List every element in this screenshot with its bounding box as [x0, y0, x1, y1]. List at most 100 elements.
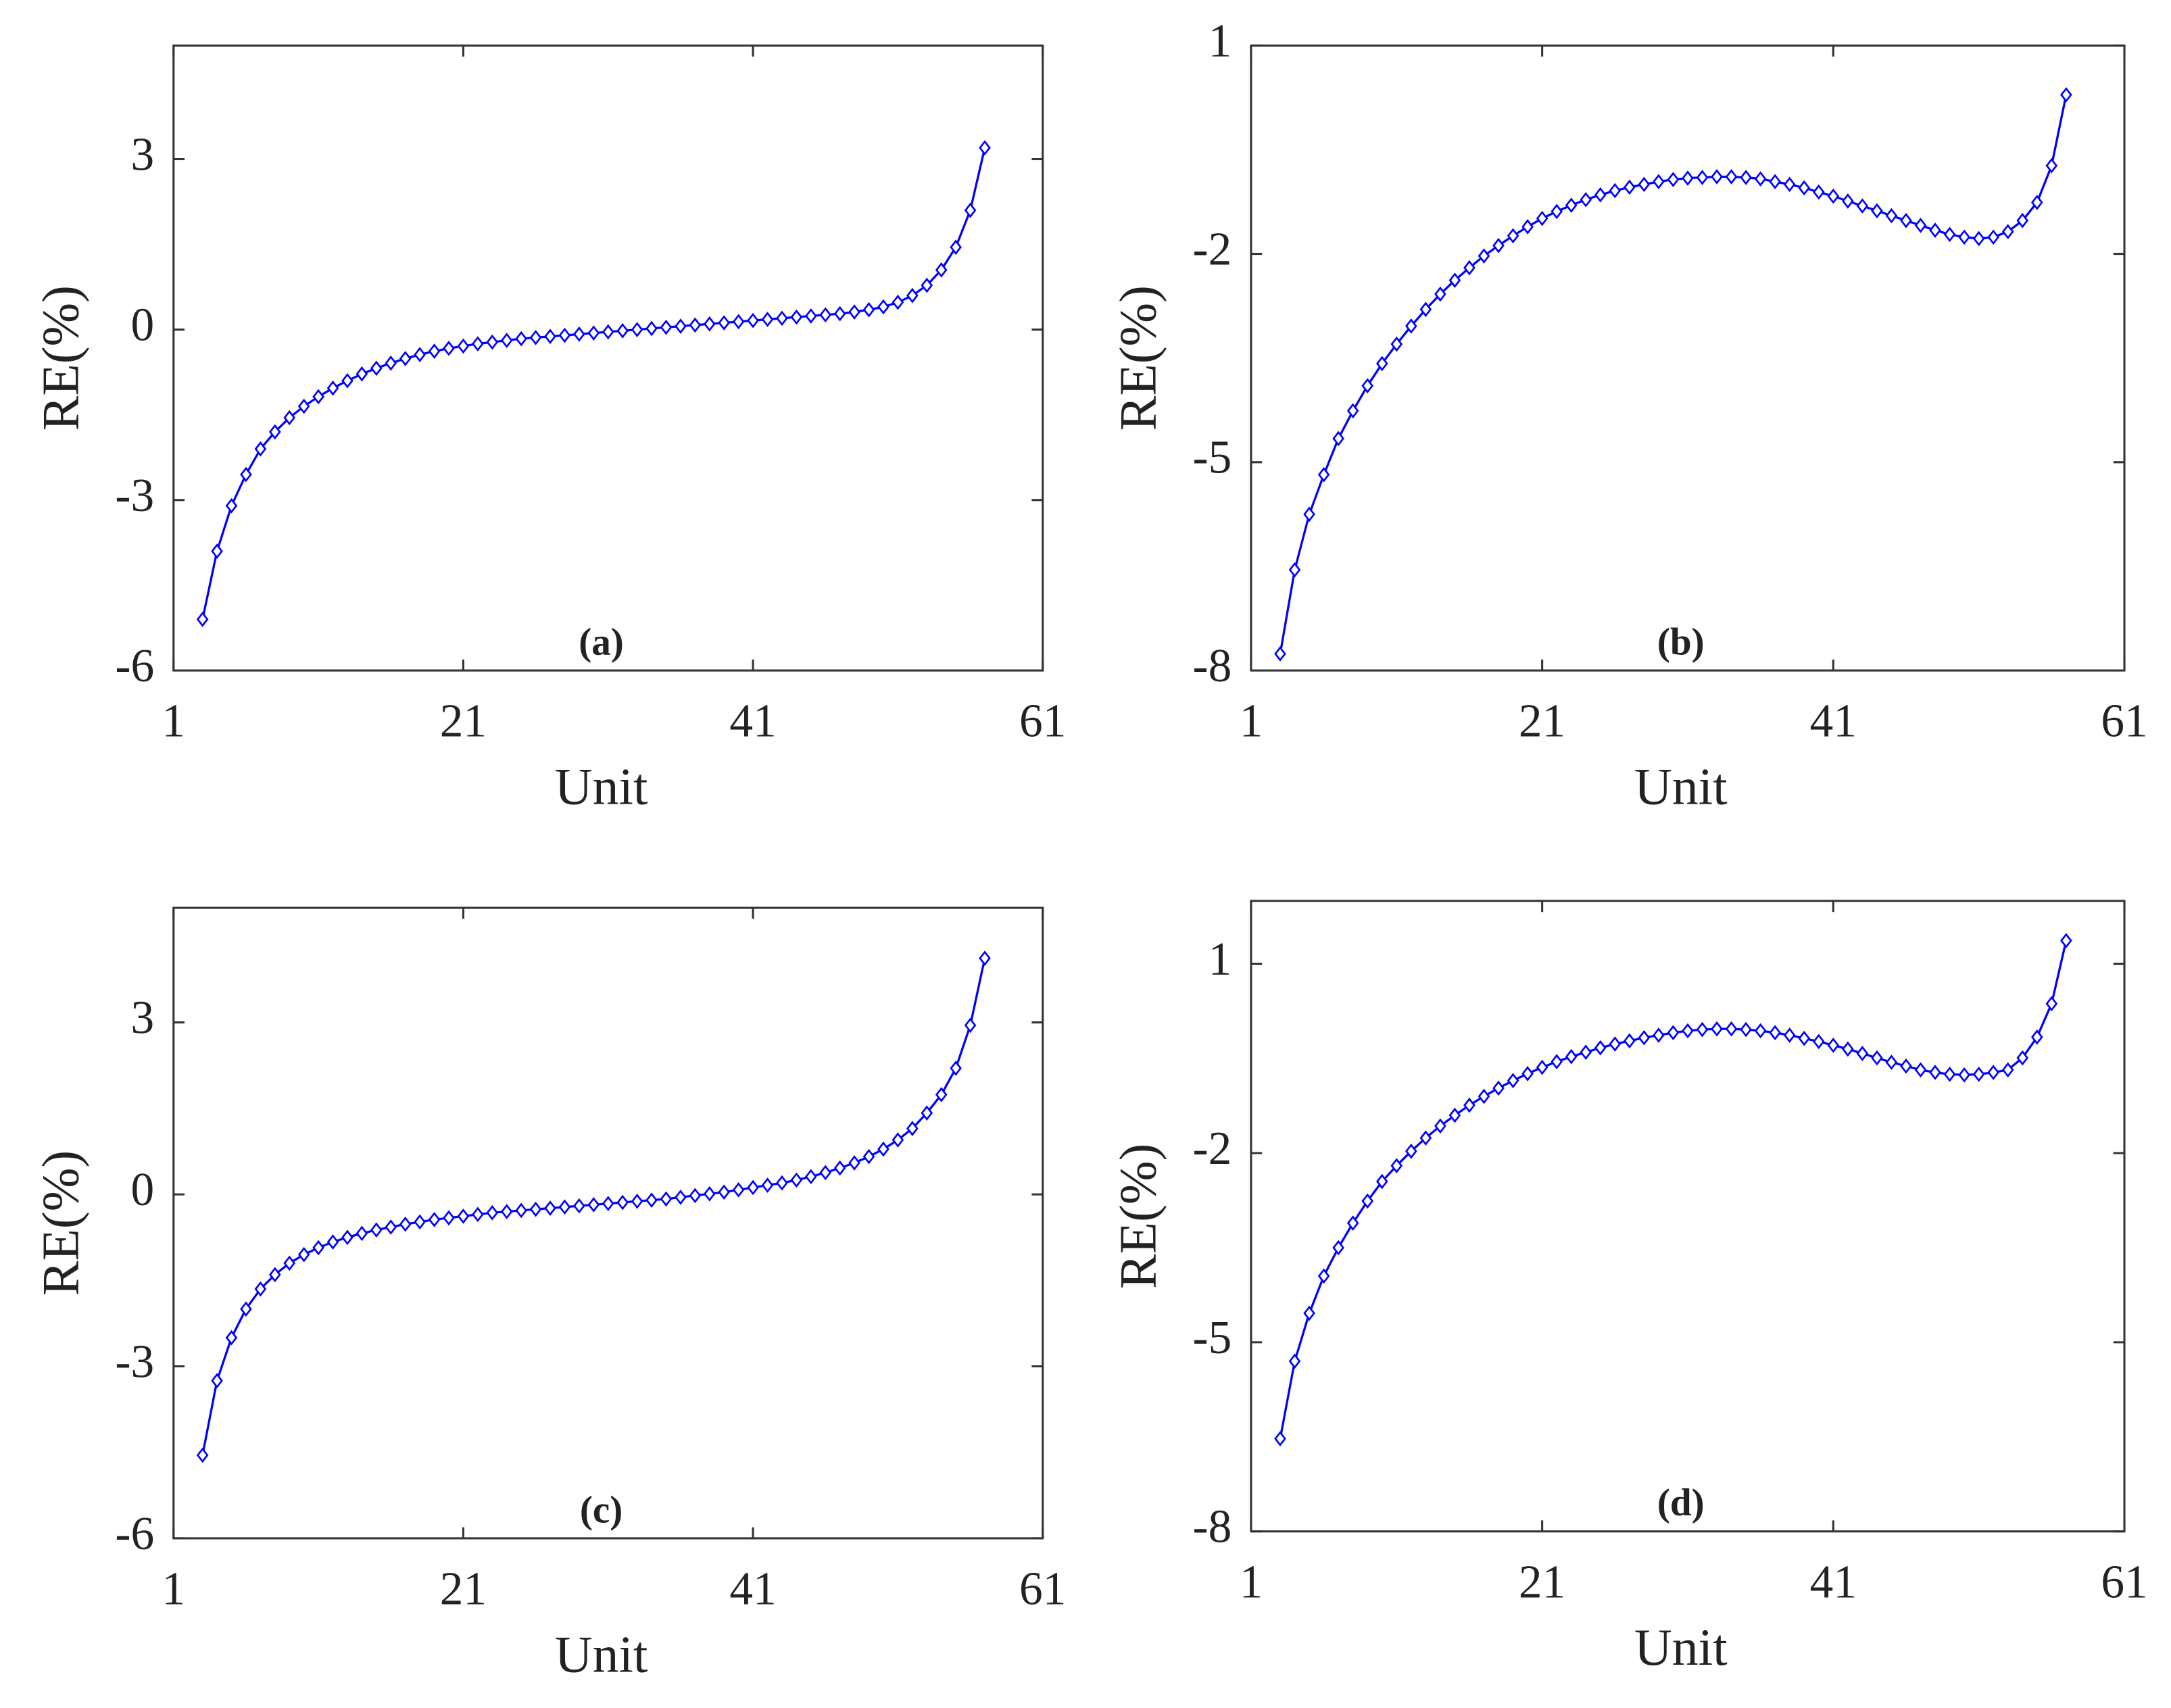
- data-point: [1624, 179, 1636, 195]
- data-point: [1580, 1044, 1592, 1060]
- data-point: [1507, 228, 1519, 244]
- data-point: [2001, 1062, 2014, 1078]
- data-point: [211, 543, 223, 559]
- data-point: [616, 322, 629, 339]
- data-point: [283, 410, 296, 426]
- x-tick-label: 1: [162, 1563, 185, 1615]
- data-point: [1507, 1073, 1519, 1089]
- data-point: [1754, 171, 1767, 187]
- x-tick-label: 61: [1019, 1563, 1066, 1615]
- data-point: [587, 1197, 600, 1213]
- data-point: [1536, 210, 1548, 226]
- data-point: [443, 341, 455, 356]
- data-point: [689, 1188, 702, 1204]
- data-point: [921, 277, 933, 293]
- data-point: [1958, 229, 1970, 245]
- data-point: [544, 1200, 556, 1216]
- subplot: -8 -5 -2 1 1 21 41 61 Unit RE(%) (b): [1109, 15, 2148, 815]
- data-point: [1812, 184, 1825, 200]
- x-tick-label: 21: [1519, 1556, 1565, 1608]
- data-point: [1390, 336, 1403, 352]
- data-point: [645, 1192, 658, 1208]
- data-point: [776, 1175, 788, 1191]
- data-point: [1288, 562, 1301, 578]
- data-point: [1463, 1097, 1475, 1113]
- x-tick-label: 41: [1810, 696, 1857, 748]
- data-line: [1279, 940, 2068, 1439]
- data-point: [1419, 301, 1432, 318]
- data-point: [935, 1087, 948, 1102]
- data-point: [428, 343, 441, 359]
- data-point: [776, 310, 788, 326]
- data-point: [1827, 1038, 1840, 1053]
- x-axis-label: Unit: [1634, 757, 1728, 815]
- data-point: [819, 307, 832, 323]
- data-point: [747, 312, 759, 328]
- data-point: [443, 1210, 455, 1226]
- data-point: [1856, 198, 1869, 214]
- data-point: [254, 441, 267, 457]
- y-tick-label: -6: [115, 640, 154, 692]
- subplot: -6 -3 0 3 1 21 41 61 Unit RE(%) (a): [31, 44, 1066, 815]
- data-point: [225, 497, 238, 514]
- data-point: [747, 1179, 759, 1196]
- x-axis-label: Unit: [555, 757, 648, 815]
- data-point: [1987, 229, 2000, 245]
- data-point: [326, 1234, 339, 1250]
- data-point: [1958, 1067, 1970, 1083]
- data-line: [201, 147, 986, 620]
- y-tick-label: -3: [115, 470, 154, 522]
- data-point: [1667, 1025, 1680, 1041]
- data-point: [356, 1225, 368, 1242]
- y-tick-label: -5: [1193, 432, 1232, 484]
- data-point: [675, 318, 687, 334]
- data-point: [500, 333, 513, 348]
- subplot: -6 -3 0 3 1 21 41 61 Unit RE(%) (c): [31, 906, 1066, 1683]
- data-point: [631, 322, 643, 338]
- x-tick-label: 61: [2101, 696, 2147, 748]
- data-point: [2045, 157, 2058, 174]
- x-tick-label: 41: [729, 1563, 776, 1615]
- data-point: [457, 338, 470, 354]
- data-point: [761, 312, 774, 327]
- data-point: [573, 326, 585, 342]
- y-tick-label: -6: [115, 1508, 154, 1560]
- data-point: [1638, 176, 1651, 193]
- data-point: [892, 1132, 904, 1148]
- data-point: [1463, 260, 1475, 276]
- data-point: [225, 1329, 238, 1346]
- data-point: [399, 351, 412, 366]
- data-point: [1405, 318, 1417, 334]
- data-point: [1448, 272, 1461, 288]
- data-point: [2001, 224, 2014, 240]
- data-point: [326, 380, 339, 396]
- data-point: [1375, 356, 1388, 372]
- data-point: [833, 1160, 846, 1176]
- data-point: [1682, 1023, 1694, 1039]
- data-point: [1521, 1066, 1534, 1081]
- data-point: [2060, 933, 2072, 949]
- data-point: [341, 372, 353, 389]
- plot-frame: [172, 906, 1044, 1540]
- data-point: [1929, 222, 1941, 238]
- data-point: [790, 309, 803, 325]
- data-point: [1769, 1025, 1782, 1041]
- data-point: [732, 1181, 745, 1198]
- data-point: [1929, 1065, 1941, 1080]
- data-point: [472, 336, 484, 352]
- data-point: [1696, 170, 1709, 185]
- data-point: [790, 1172, 803, 1188]
- data-point: [283, 1255, 296, 1271]
- data-point: [718, 1184, 731, 1200]
- data-point: [2030, 1029, 2043, 1045]
- data-point: [1594, 1040, 1607, 1056]
- data-point: [1725, 169, 1738, 185]
- data-point: [862, 301, 875, 318]
- data-point: [1303, 1305, 1315, 1321]
- data-point: [761, 1177, 774, 1193]
- data-point: [1987, 1065, 2000, 1080]
- data-point: [1653, 1027, 1665, 1043]
- data-point: [1551, 203, 1563, 220]
- data-point: [1317, 466, 1330, 483]
